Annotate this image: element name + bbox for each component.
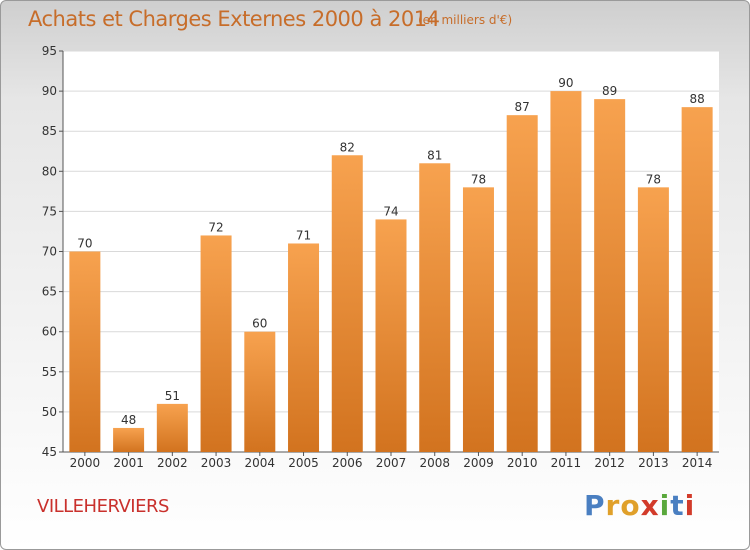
x-tick-label: 2000 — [70, 456, 101, 470]
bar — [550, 91, 582, 452]
logo-letter: r — [605, 489, 621, 522]
bar — [637, 187, 669, 452]
x-tick-label: 2009 — [463, 456, 494, 470]
x-tick-label: 2001 — [113, 456, 144, 470]
y-tick-label: 90 — [42, 84, 57, 98]
y-tick-label: 60 — [42, 325, 57, 339]
x-tick-label: 2005 — [288, 456, 319, 470]
x-tick-label: 2014 — [682, 456, 713, 470]
data-label: 88 — [689, 92, 704, 106]
chart-subtitle: (en milliers d'€) — [418, 13, 513, 27]
data-label: 72 — [208, 220, 223, 234]
commune-name: VILLEHERVIERS — [37, 496, 169, 517]
data-label: 78 — [646, 172, 661, 186]
x-tick-label: 2007 — [376, 456, 407, 470]
data-label: 60 — [252, 317, 267, 331]
data-label: 48 — [121, 413, 136, 427]
data-label: 74 — [383, 204, 398, 218]
x-tick-label: 2010 — [507, 456, 538, 470]
x-tick-label: 2003 — [201, 456, 232, 470]
data-label: 87 — [515, 100, 530, 114]
data-label: 82 — [340, 140, 355, 154]
proxiti-logo: Proxiti — [584, 489, 695, 522]
data-label: 78 — [471, 172, 486, 186]
y-tick-label: 70 — [42, 245, 57, 259]
logo-letter: i — [659, 489, 671, 522]
bar — [288, 243, 320, 452]
data-label: 90 — [558, 76, 573, 90]
y-tick-label: 80 — [42, 164, 57, 178]
data-label: 70 — [77, 237, 92, 251]
y-tick-label: 95 — [42, 44, 57, 58]
data-label: 71 — [296, 228, 311, 242]
bar — [244, 331, 276, 452]
y-tick-label: 45 — [42, 445, 57, 459]
bar — [331, 155, 363, 452]
logo-letter: P — [584, 489, 606, 522]
bar — [594, 99, 626, 453]
y-tick-label: 75 — [42, 204, 57, 218]
data-label: 51 — [165, 389, 180, 403]
x-tick-label: 2013 — [638, 456, 669, 470]
bar — [69, 251, 101, 452]
chart-title: Achats et Charges Externes 2000 à 2014 — [28, 7, 440, 31]
logo-letter: t — [670, 489, 685, 522]
bar — [156, 403, 188, 452]
logo-letter: x — [640, 489, 660, 522]
x-tick-label: 2012 — [594, 456, 625, 470]
y-tick-label: 85 — [42, 124, 57, 138]
x-tick-label: 2006 — [332, 456, 363, 470]
x-tick-label: 2008 — [419, 456, 450, 470]
bar — [506, 115, 538, 452]
logo-letter: i — [684, 489, 696, 522]
x-tick-label: 2004 — [245, 456, 276, 470]
logo-letter: o — [620, 489, 641, 522]
y-tick-label: 65 — [42, 285, 57, 299]
bar — [681, 107, 713, 452]
data-label: 89 — [602, 84, 617, 98]
x-tick-label: 2011 — [551, 456, 582, 470]
bar — [419, 163, 451, 452]
bar — [113, 427, 145, 452]
bar — [375, 219, 407, 452]
y-tick-label: 50 — [42, 405, 57, 419]
bar — [462, 187, 494, 452]
data-label: 81 — [427, 148, 442, 162]
bar — [200, 235, 232, 452]
y-tick-label: 55 — [42, 365, 57, 379]
x-tick-label: 2002 — [157, 456, 188, 470]
